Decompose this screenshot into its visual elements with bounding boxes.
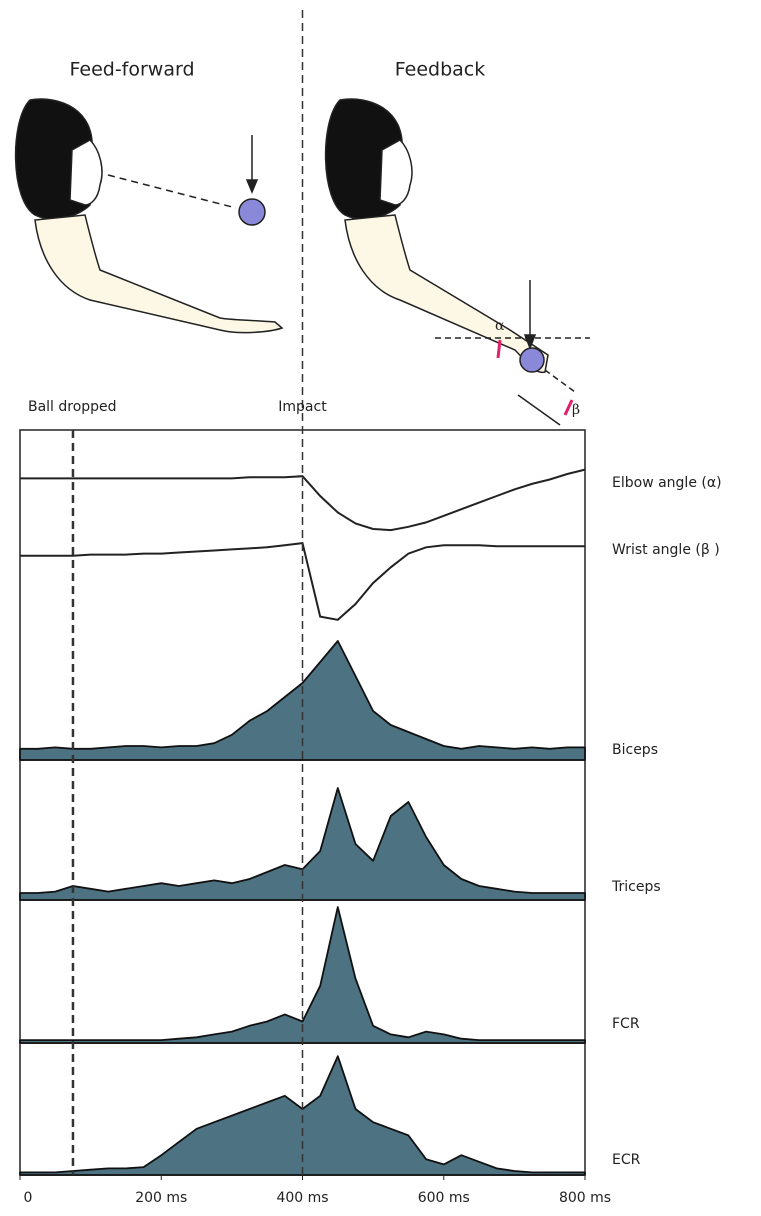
x-tick-label: 800 ms — [559, 1190, 611, 1206]
angle-line — [20, 468, 586, 532]
series-label: Elbow angle (α) — [612, 475, 722, 491]
series-label: Biceps — [612, 742, 658, 758]
series-label: Wrist angle (β ) — [612, 542, 720, 558]
x-tick-label: 0 — [24, 1190, 33, 1206]
feed-forward-illustration — [14, 98, 284, 334]
emg-area — [19, 906, 586, 1044]
emg-area — [19, 787, 586, 901]
left-title: Feed-forward — [69, 59, 194, 81]
event-label: Ball dropped — [28, 399, 117, 415]
alpha-label: α — [495, 318, 505, 334]
series-label: Triceps — [611, 879, 661, 895]
x-tick-label: 600 ms — [418, 1190, 470, 1206]
event-label: Impact — [278, 399, 327, 415]
beta-label: β — [572, 402, 580, 418]
right-title: Feedback — [395, 59, 485, 81]
x-tick-label: 400 ms — [276, 1190, 328, 1206]
series-label: FCR — [612, 1016, 640, 1032]
x-tick-label: 200 ms — [135, 1190, 187, 1206]
series-label: ECR — [612, 1152, 641, 1168]
feedback-illustration — [324, 98, 590, 426]
